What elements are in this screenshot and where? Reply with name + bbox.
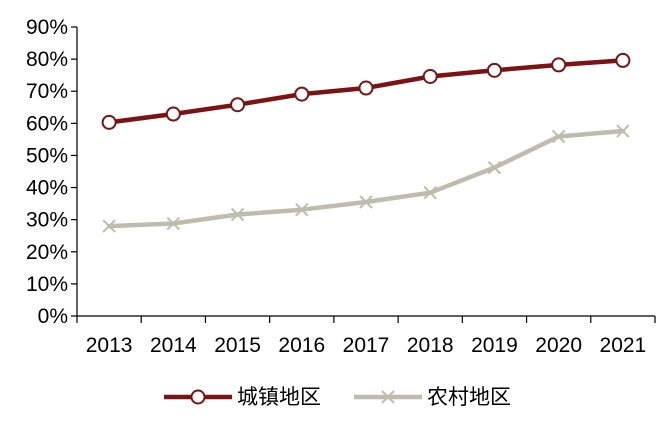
data-point [486, 62, 502, 78]
data-point [551, 129, 566, 144]
y-tick-label: 70% [26, 80, 68, 103]
x-tick-label: 2014 [150, 334, 197, 357]
x-tick-label: 2013 [86, 334, 133, 357]
y-tick-label: 20% [26, 241, 68, 264]
x-tick-label: 2020 [535, 334, 582, 357]
y-tick-label: 50% [26, 144, 68, 167]
data-point [230, 207, 245, 222]
series-0 [101, 52, 631, 130]
y-tick-label: 80% [26, 48, 68, 71]
y-tick-label: 10% [26, 273, 68, 296]
data-point [423, 185, 437, 200]
data-point [422, 68, 438, 84]
y-tick-label: 0% [38, 305, 68, 328]
legend: 城镇地区 农村地区 [164, 386, 511, 409]
data-point [359, 195, 373, 209]
data-point [358, 80, 374, 96]
x-tick-label: 2015 [214, 334, 261, 357]
y-tick-label: 40% [26, 177, 68, 200]
series-layer [101, 52, 631, 233]
data-point [165, 106, 181, 122]
x-tick-label: 2016 [278, 334, 325, 357]
y-tick-label: 60% [26, 112, 68, 135]
legend-label: 城镇地区 [237, 386, 321, 409]
data-point [551, 57, 567, 73]
y-axis: 0% 10% 20% 30% 40% 50% 60% 70% 80% 90% [26, 16, 78, 328]
y-tick-label: 90% [26, 16, 68, 39]
series-1 [102, 124, 630, 233]
legend-swatch-marker [381, 390, 395, 404]
data-point [166, 216, 181, 231]
data-point [616, 124, 630, 138]
y-tick-label: 30% [26, 209, 68, 232]
series-line [106, 128, 626, 229]
legend-item: 农村地区 [354, 386, 511, 409]
data-point [487, 160, 502, 175]
x-axis: 2013 2014 2015 2016 2017 2018 2019 2020 2021 [76, 315, 656, 357]
x-tick-label: 2019 [471, 334, 518, 357]
legend-item: 城镇地区 [164, 386, 321, 409]
data-point [101, 114, 117, 130]
data-point [294, 86, 310, 102]
x-tick-label: 2021 [600, 334, 647, 357]
legend-swatch-marker [190, 389, 206, 405]
legend-label: 农村地区 [427, 386, 511, 409]
data-point [295, 203, 309, 217]
data-point [102, 219, 116, 233]
data-point [230, 97, 246, 113]
data-point [615, 52, 631, 68]
x-tick-label: 2018 [407, 334, 454, 357]
x-tick-label: 2017 [343, 334, 390, 357]
